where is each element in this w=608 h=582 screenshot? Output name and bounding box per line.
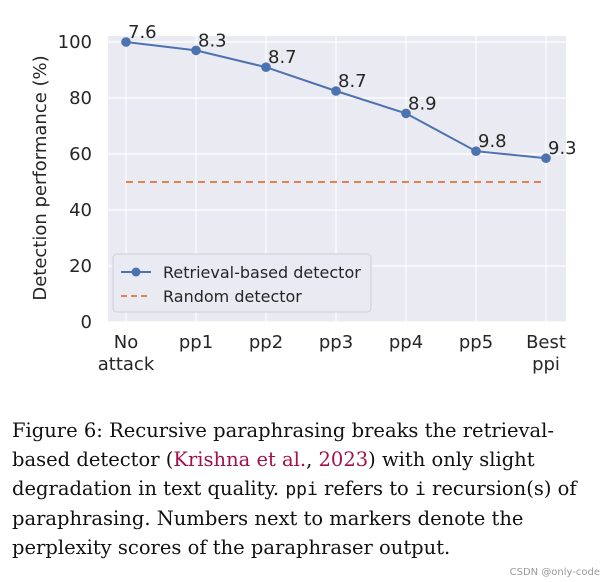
- y-tick-label: 60: [69, 144, 92, 165]
- legend-label-retrieval: Retrieval-based detector: [163, 263, 361, 282]
- citation-year-link[interactable]: 2023: [318, 448, 369, 471]
- data-label: 8.3: [198, 30, 227, 51]
- caption-label: Figure 6:: [12, 419, 103, 442]
- x-tick-label-line: pp1: [179, 332, 213, 353]
- y-axis-title: Detection performance (%): [30, 55, 51, 300]
- y-tick-label: 100: [58, 32, 92, 53]
- data-label: 7.6: [128, 22, 157, 43]
- caption-text-1: Recursive paraphrasing breaks the retrie…: [12, 419, 555, 471]
- x-tick-label-line: pp3: [319, 332, 353, 353]
- x-tick-label: Best ppi: [526, 332, 566, 375]
- data-label: 8.9: [408, 93, 437, 114]
- legend: Retrieval-based detector Random detector: [112, 253, 372, 313]
- x-tick-label-line: attack: [98, 354, 155, 375]
- x-tick-label-line: pp5: [459, 332, 493, 353]
- x-tick-label: pp5: [459, 332, 493, 353]
- data-label: 9.8: [478, 131, 507, 152]
- series: [121, 37, 551, 183]
- y-tick-labels: 0 20 40 60 80 100: [58, 32, 92, 333]
- data-point-marker: [541, 153, 551, 163]
- x-tick-label: pp2: [249, 332, 283, 353]
- data-point-marker: [331, 86, 341, 96]
- x-tick-label: pp3: [319, 332, 353, 353]
- x-tick-label: pp1: [179, 332, 213, 353]
- citation-separator: ,: [306, 448, 319, 471]
- data-point-marker: [121, 37, 131, 47]
- data-label: 8.7: [338, 71, 367, 92]
- data-point-marker: [191, 45, 201, 56]
- watermark: CSDN @only-code: [509, 567, 600, 578]
- caption-code-i: i: [414, 479, 426, 500]
- y-tick-label: 0: [81, 312, 92, 333]
- x-tick-label-line: No: [114, 332, 138, 353]
- caption-text-3: refers to: [317, 477, 415, 500]
- data-label: 8.7: [268, 47, 297, 68]
- data-point-marker: [401, 108, 411, 119]
- figure-caption: Figure 6: Recursive paraphrasing breaks …: [12, 416, 592, 562]
- y-tick-label: 20: [69, 256, 92, 277]
- x-tick-label-line: Best: [526, 332, 566, 353]
- legend-label-random: Random detector: [163, 287, 302, 306]
- data-point-marker: [261, 62, 271, 72]
- x-tick-label-line: ppi: [532, 354, 560, 375]
- x-tick-label-line: pp4: [389, 332, 423, 353]
- legend-box: [112, 253, 372, 313]
- x-tick-label: No attack: [98, 332, 155, 375]
- data-labels: 7.6 8.3 8.7 8.7 8.9 9.8 9.3: [128, 22, 577, 159]
- line-chart: 0 20 40 60 80 100 No attack pp1 pp2 pp3 pp4 pp5 Best…: [30, 22, 577, 375]
- y-tick-label: 80: [69, 88, 92, 109]
- caption-code-ppi: ppi: [285, 479, 318, 500]
- x-tick-label-line: pp2: [249, 332, 283, 353]
- y-tick-label: 40: [69, 200, 92, 221]
- x-tick-label: pp4: [389, 332, 423, 353]
- caption-text-4: recursion(s) of paraphrasing. Numbers ne…: [12, 477, 577, 559]
- caption-text-2: ) with only slight degradation in text q…: [12, 448, 535, 500]
- x-tick-labels: No attack pp1 pp2 pp3 pp4 pp5 Best ppi: [98, 332, 566, 375]
- data-label: 9.3: [548, 138, 577, 159]
- citation-author-link[interactable]: Krishna et al.: [173, 448, 307, 471]
- legend-marker-retrieval: [131, 267, 141, 277]
- data-point-marker: [471, 146, 481, 156]
